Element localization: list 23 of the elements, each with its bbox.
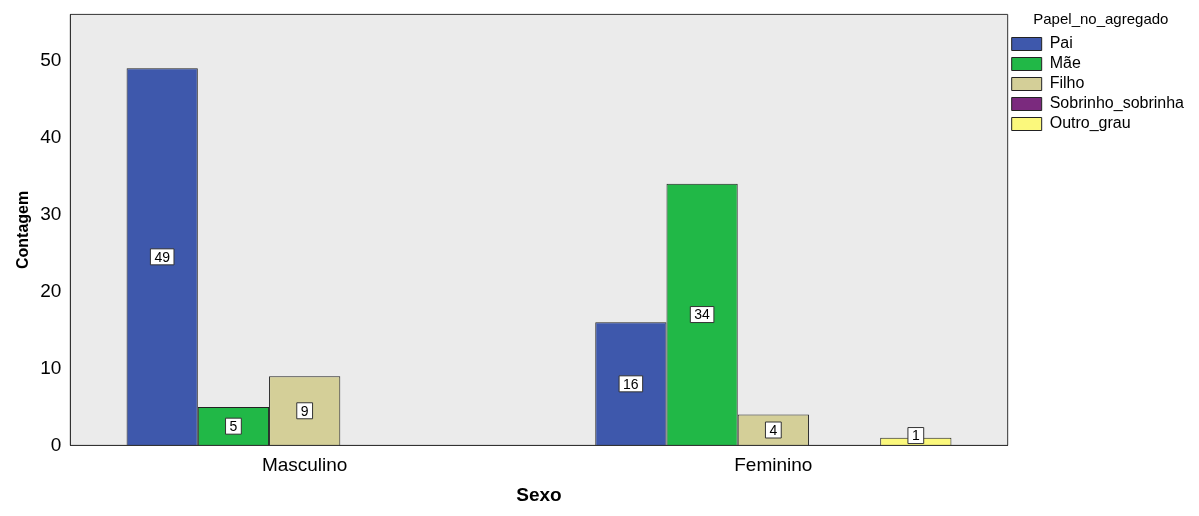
y-axis-title: Contagem xyxy=(14,190,32,270)
data-label: 16 xyxy=(623,375,639,392)
x-axis-title: Sexo xyxy=(516,483,562,505)
legend-label: Sobrinho_sobrinha xyxy=(1049,94,1185,113)
data-label: 9 xyxy=(300,402,309,419)
y-tick-label: 0 xyxy=(50,433,62,455)
y-tick-label: 40 xyxy=(40,125,62,147)
legend-label: Outro_grau xyxy=(1049,114,1131,133)
y-tick-label: 30 xyxy=(40,202,62,224)
x-tick-label: Masculino xyxy=(261,454,348,476)
legend-label: Pai xyxy=(1049,34,1073,52)
data-label: 49 xyxy=(154,248,171,265)
y-tick-label: 50 xyxy=(40,48,62,70)
data-label: 5 xyxy=(229,418,238,435)
y-tick-label: 10 xyxy=(40,356,62,378)
y-tick-label: 20 xyxy=(40,279,62,301)
legend-title: Papel_no_agregado xyxy=(1033,9,1169,27)
legend-label: Filho xyxy=(1049,74,1085,92)
data-label: 4 xyxy=(769,421,778,438)
data-label: 1 xyxy=(911,427,920,444)
data-label: 34 xyxy=(694,306,711,323)
legend-label: Mãe xyxy=(1049,54,1081,72)
x-tick-label: Feminino xyxy=(734,454,813,476)
